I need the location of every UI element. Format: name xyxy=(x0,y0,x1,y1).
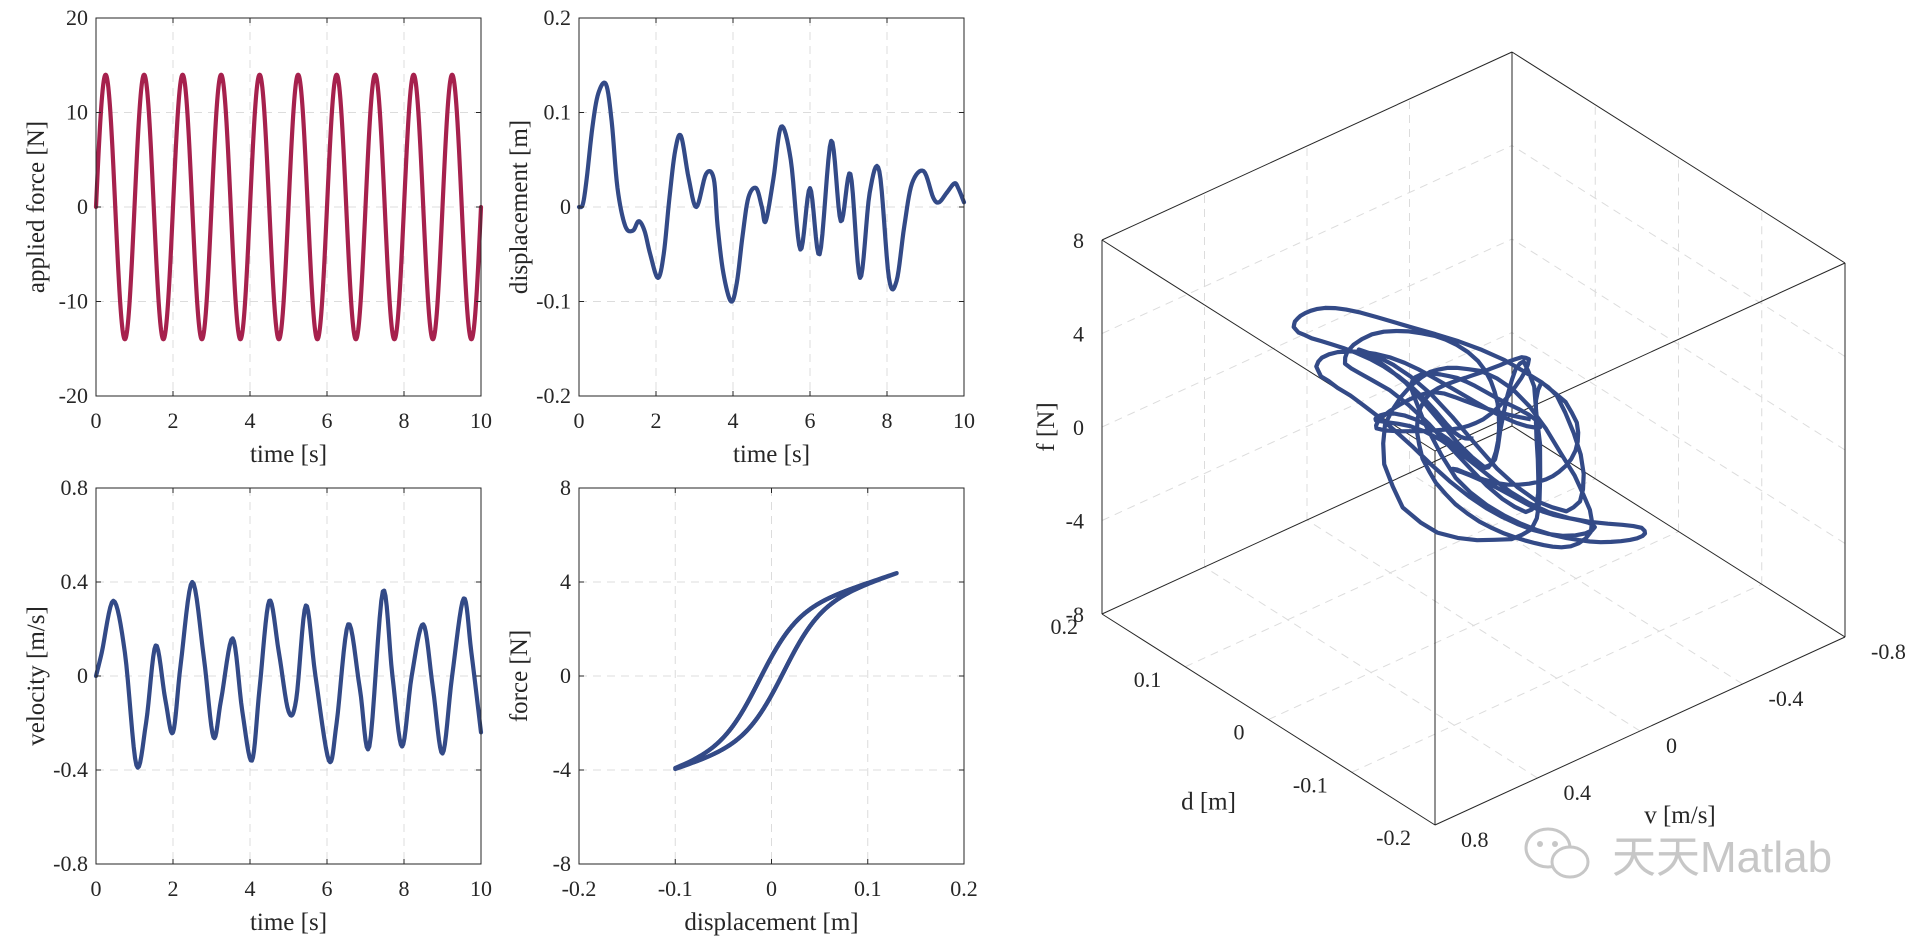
y-tick-label: 10 xyxy=(66,100,88,125)
d-tick-label: 0.2 xyxy=(1051,614,1079,639)
y-tick-label: -0.4 xyxy=(53,757,88,782)
y-tick-label: 8 xyxy=(560,475,571,500)
grid-line xyxy=(1185,478,1596,668)
x-tick-label: 10 xyxy=(953,408,975,433)
y-tick-label: -0.2 xyxy=(536,383,571,408)
d-tick-label: 0 xyxy=(1234,720,1245,745)
y-axis-label: displacement [m] xyxy=(506,120,533,294)
y-axis-label: force [N] xyxy=(506,630,533,722)
y-tick-label: 0 xyxy=(560,663,571,688)
v-tick-label: 0.8 xyxy=(1461,827,1489,852)
x-tick-label: 0 xyxy=(91,876,102,901)
grid-line xyxy=(1101,332,1513,521)
x-axis-label: time [s] xyxy=(733,441,810,468)
x-tick-label: 10 xyxy=(470,408,492,433)
x-tick-label: 8 xyxy=(399,876,410,901)
v-axis-label: v [m/s] xyxy=(1644,802,1716,829)
x-axis-label: time [s] xyxy=(250,909,327,936)
displacement-axes: 0 2 4 6 8 10 -0.2 -0.1 0 0.1 0.2 time [s] displaceme… xyxy=(506,5,975,468)
x-tick-label: 4 xyxy=(245,408,256,433)
y-tick-label: 0.4 xyxy=(61,569,89,594)
y-tick-label: 0.8 xyxy=(61,475,89,500)
x-tick-label: 2 xyxy=(168,408,179,433)
x-axis-label: time [s] xyxy=(250,441,327,468)
y-axis-label: velocity [m/s] xyxy=(23,606,50,746)
grid-line xyxy=(1511,145,1846,357)
d-tick-label: -0.2 xyxy=(1376,825,1411,850)
grid-line xyxy=(1306,519,1641,732)
x-tick-label: 4 xyxy=(245,876,256,901)
v-tick-label: 0 xyxy=(1666,733,1677,758)
x-axis-label: displacement [m] xyxy=(684,909,858,936)
y-tick-label: 0.1 xyxy=(544,100,572,125)
watermark-text: 天天Matlab xyxy=(1612,833,1832,882)
x-tick-label: 8 xyxy=(882,408,893,433)
d-tick-label: -0.1 xyxy=(1293,772,1328,797)
box-edge xyxy=(1434,636,1846,826)
y-tick-label: -8 xyxy=(553,851,571,876)
y-tick-label: -4 xyxy=(553,757,571,782)
y-tick-label: 0 xyxy=(77,194,88,219)
y-tick-label: 4 xyxy=(560,569,571,594)
y-tick-label: 20 xyxy=(66,5,88,30)
x-tick-label: 0 xyxy=(91,408,102,433)
grid-line xyxy=(1409,472,1743,685)
y-tick-label: 0 xyxy=(560,194,571,219)
z-tick-label: 0 xyxy=(1073,415,1084,440)
v-tick-label: -0.4 xyxy=(1769,686,1804,711)
z-axis-label: f [N] xyxy=(1033,402,1060,451)
applied-force-axes: 0 2 4 6 8 10 -20 -10 0 10 20 time [s] applied force … xyxy=(23,5,492,468)
v-tick-label: -0.8 xyxy=(1871,639,1906,664)
series-line xyxy=(93,579,484,770)
x-tick-label: 0.1 xyxy=(854,876,882,901)
wechat-icon xyxy=(1524,827,1590,879)
x-tick-label: 6 xyxy=(322,876,333,901)
x-tick-label: 2 xyxy=(168,876,179,901)
x-tick-label: 8 xyxy=(399,408,410,433)
z-tick-label: 8 xyxy=(1073,228,1084,253)
box-edge xyxy=(1101,239,1436,452)
x-tick-label: 4 xyxy=(728,408,739,433)
box-edge xyxy=(1511,51,1846,264)
box-edge xyxy=(1101,51,1513,241)
x-tick-label: 10 xyxy=(470,876,492,901)
x-tick-label: 0 xyxy=(766,876,777,901)
z-tick-label: 4 xyxy=(1073,322,1084,347)
box-edge xyxy=(1101,613,1436,826)
x-tick-label: 6 xyxy=(805,408,816,433)
x-tick-label: 0.2 xyxy=(950,876,978,901)
v-tick-label: 0.4 xyxy=(1564,780,1592,805)
x-tick-label: -0.1 xyxy=(658,876,693,901)
y-tick-label: -10 xyxy=(59,289,88,314)
phase-space-3d-axes: -8 -4 0 4 8 0.2 0.1 0 -0.1 -0.2 0.8 0.4 0 -0.4 -0.8 f [… xyxy=(1033,51,1906,852)
force-displacement-axes: -0.2 -0.1 0 0.1 0.2 -8 -4 0 4 8 displacement [m] fo… xyxy=(506,475,978,936)
box-edge xyxy=(1101,425,1513,615)
series-line xyxy=(93,72,484,342)
y-axis-label: applied force [N] xyxy=(23,121,50,293)
trajectory-line xyxy=(1291,305,1648,550)
y-tick-label: 0.2 xyxy=(544,5,572,30)
z-tick-label: -4 xyxy=(1066,509,1084,534)
series-line xyxy=(726,591,841,749)
series-line xyxy=(711,587,851,757)
grid-line xyxy=(1511,332,1846,544)
y-tick-label: -0.1 xyxy=(536,289,571,314)
y-tick-label: -20 xyxy=(59,383,88,408)
x-tick-label: 2 xyxy=(651,408,662,433)
grid-line xyxy=(1511,238,1846,451)
d-tick-label: 0.1 xyxy=(1134,667,1162,692)
y-tick-label: -0.8 xyxy=(53,851,88,876)
x-tick-label: -0.2 xyxy=(562,876,597,901)
x-tick-label: 6 xyxy=(322,408,333,433)
velocity-axes: 0 2 4 6 8 10 -0.8 -0.4 0 0.4 0.8 time [s] velocity [… xyxy=(23,475,492,936)
watermark: 天天Matlab xyxy=(1524,827,1832,882)
z-tick-label: -8 xyxy=(1066,602,1084,627)
series-line xyxy=(576,80,967,304)
grid-line xyxy=(1101,145,1513,334)
x-tick-label: 0 xyxy=(574,408,585,433)
d-axis-label: d [m] xyxy=(1181,789,1236,816)
grid-line xyxy=(1101,238,1513,428)
y-tick-label: 0 xyxy=(77,663,88,688)
